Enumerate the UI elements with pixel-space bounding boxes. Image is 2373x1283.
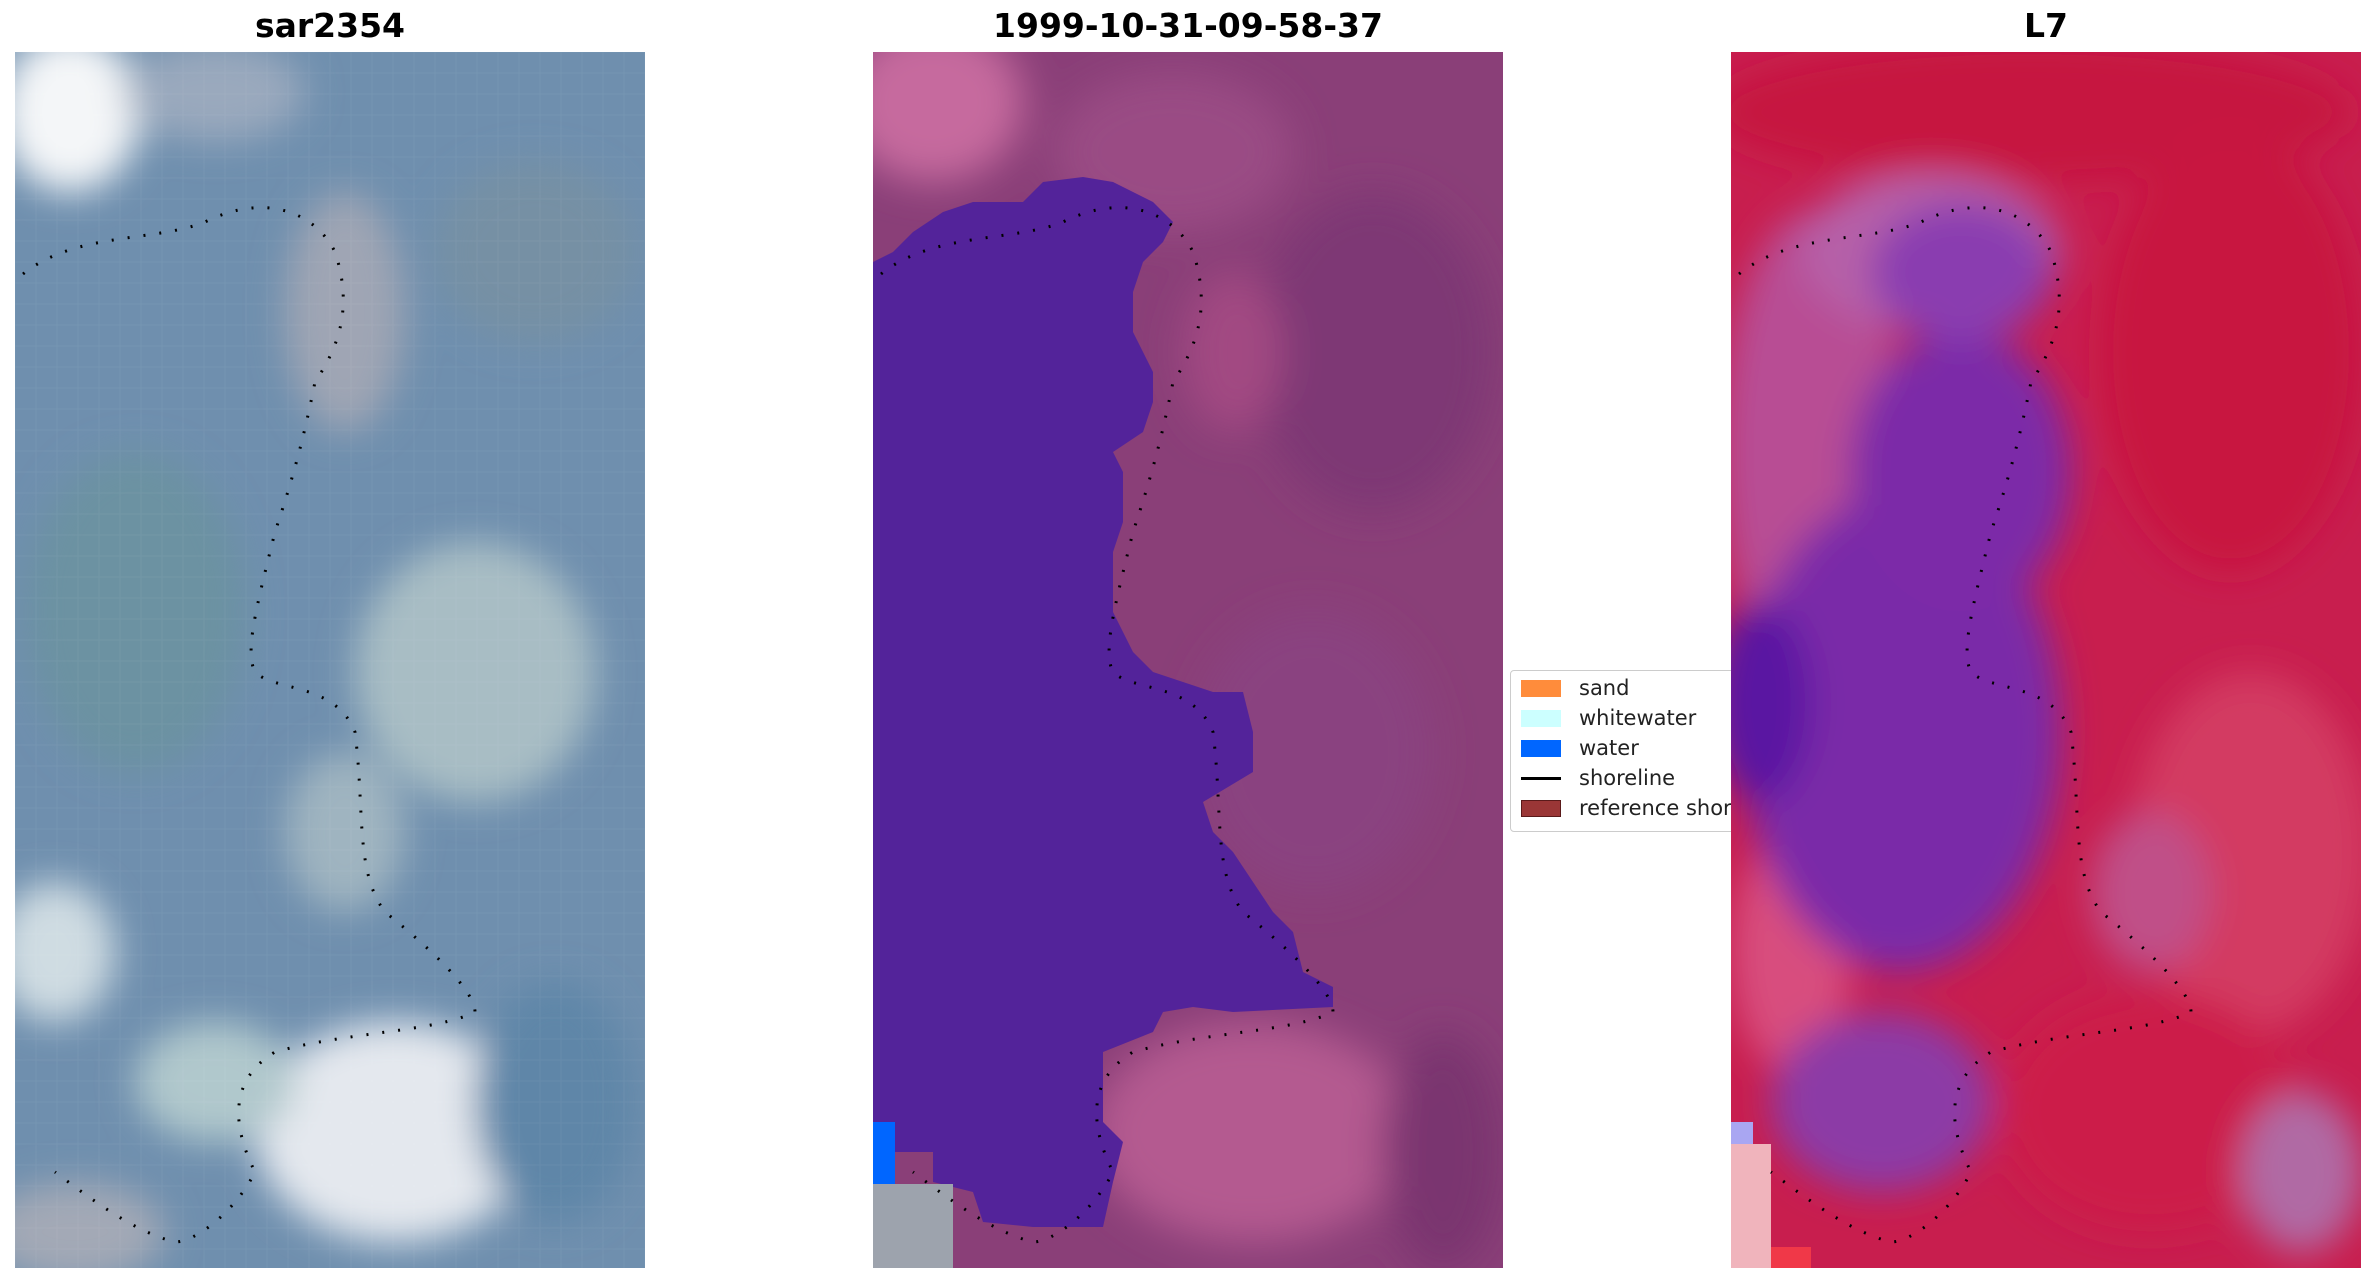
sar-image-panel (15, 52, 645, 1268)
legend-item-water: water (1521, 734, 1639, 762)
legend-item-reference-shoreline: reference shoreline (1521, 794, 1737, 822)
legend-swatch-whitewater (1521, 709, 1561, 727)
water-pixels (873, 1122, 895, 1184)
sar-image (15, 52, 645, 1268)
bright-red-pixels (1771, 1247, 1811, 1268)
classified-image (873, 52, 1503, 1268)
l7-image (1731, 52, 2361, 1268)
legend-item-sand: sand (1521, 674, 1629, 702)
water-class-region (873, 177, 1333, 1227)
l7-image-panel (1731, 52, 2361, 1268)
legend-label-whitewater: whitewater (1579, 706, 1697, 730)
legend-label-reference-shoreline: reference shoreline (1579, 796, 1737, 820)
classified-image-panel (873, 52, 1503, 1268)
panel-title-l7: L7 (2024, 6, 2068, 45)
reference-shoreline (880, 206, 1335, 1244)
grey-pixels (873, 1184, 953, 1268)
legend-swatch-water (1521, 739, 1561, 757)
legend-item-shoreline: shoreline (1521, 764, 1675, 792)
panel-title-sar: sar2354 (254, 6, 406, 45)
legend-item-whitewater: whitewater (1521, 704, 1696, 732)
legend: sand whitewater water shoreline referenc… (1510, 670, 1738, 832)
legend-line-shoreline (1521, 776, 1561, 780)
light-pink-pixels (1731, 1144, 1771, 1268)
legend-label-sand: sand (1579, 676, 1630, 700)
legend-label-water: water (1579, 736, 1639, 760)
reference-shoreline (22, 206, 477, 1244)
reference-shoreline (1738, 206, 2193, 1244)
legend-label-shoreline: shoreline (1579, 766, 1676, 790)
light-blue-pixel (1731, 1122, 1753, 1144)
panel-title-classified: 1999-10-31-09-58-37 (993, 6, 1383, 45)
legend-swatch-sand (1521, 679, 1561, 697)
legend-swatch-reference-shoreline (1521, 799, 1561, 817)
